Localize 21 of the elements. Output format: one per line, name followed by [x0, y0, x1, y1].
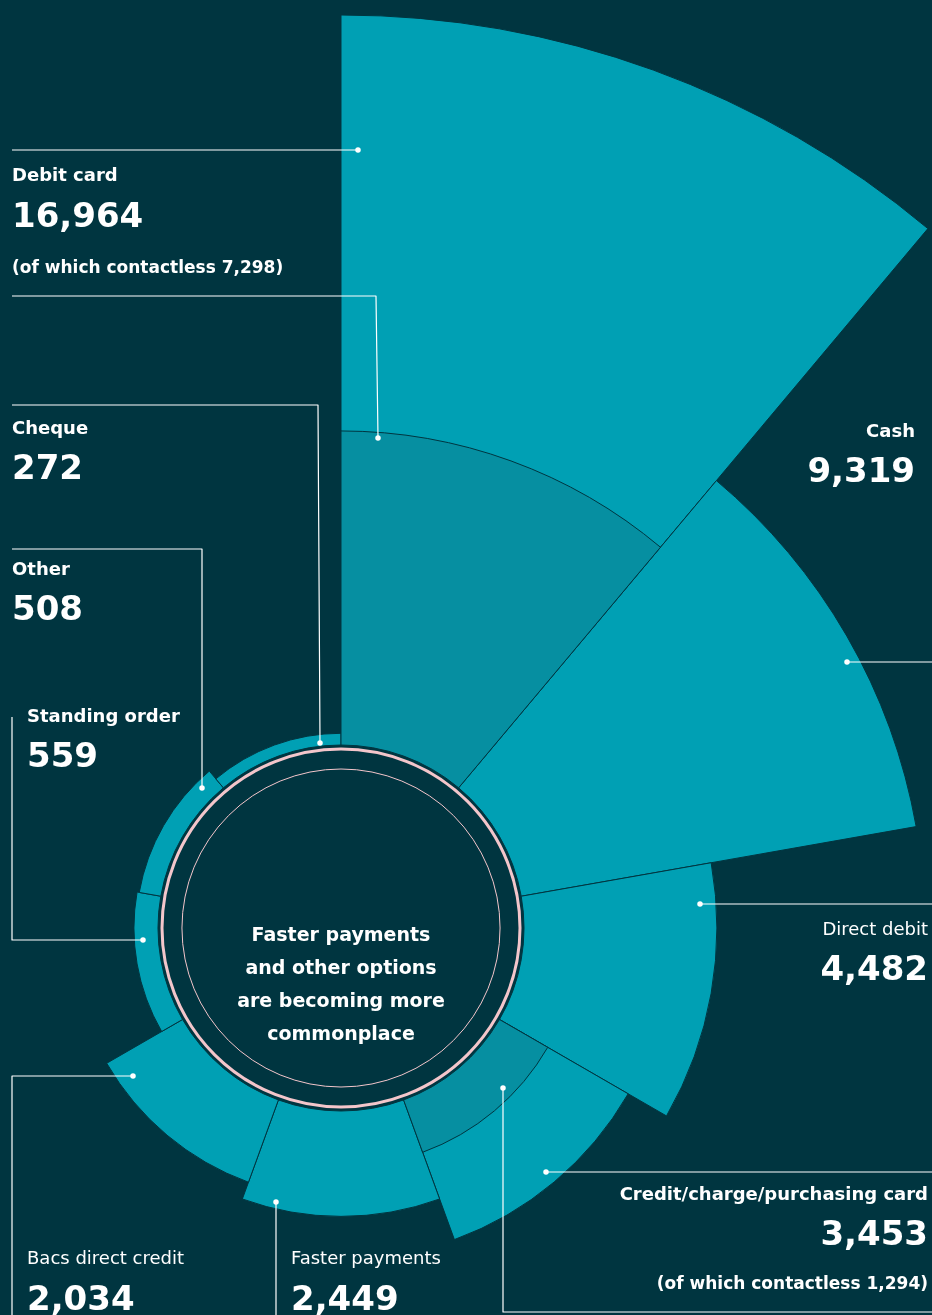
- data-label: (of which contactless 7,298): [12, 257, 284, 277]
- data-label: (of which contactless 1,294): [656, 1273, 928, 1293]
- text: Faster payments and other options are becoming more commonplace: [237, 923, 445, 1044]
- category-label: Debit card: [12, 164, 118, 185]
- data-label: 9,319: [807, 450, 915, 490]
- category-label: Credit/charge/purchasing card: [619, 1183, 928, 1204]
- data-label: 2,449: [291, 1278, 399, 1315]
- data-label: 16,964: [12, 195, 144, 235]
- category-label: Cheque: [12, 417, 89, 438]
- category-label: Direct debit: [822, 918, 928, 939]
- category-label: Faster payments: [291, 1247, 441, 1268]
- data-label: 559: [27, 735, 98, 775]
- category-label: Cash: [866, 420, 915, 441]
- data-label: 3,453: [820, 1213, 928, 1253]
- data-label: 2,034: [27, 1278, 135, 1315]
- data-label: 508: [12, 588, 83, 628]
- category-label: Bacs direct credit: [27, 1247, 185, 1268]
- data-label: 272: [12, 447, 83, 487]
- category-label: Other: [12, 558, 70, 579]
- category-label: Standing order: [27, 705, 180, 726]
- data-label: 4,482: [820, 948, 928, 988]
